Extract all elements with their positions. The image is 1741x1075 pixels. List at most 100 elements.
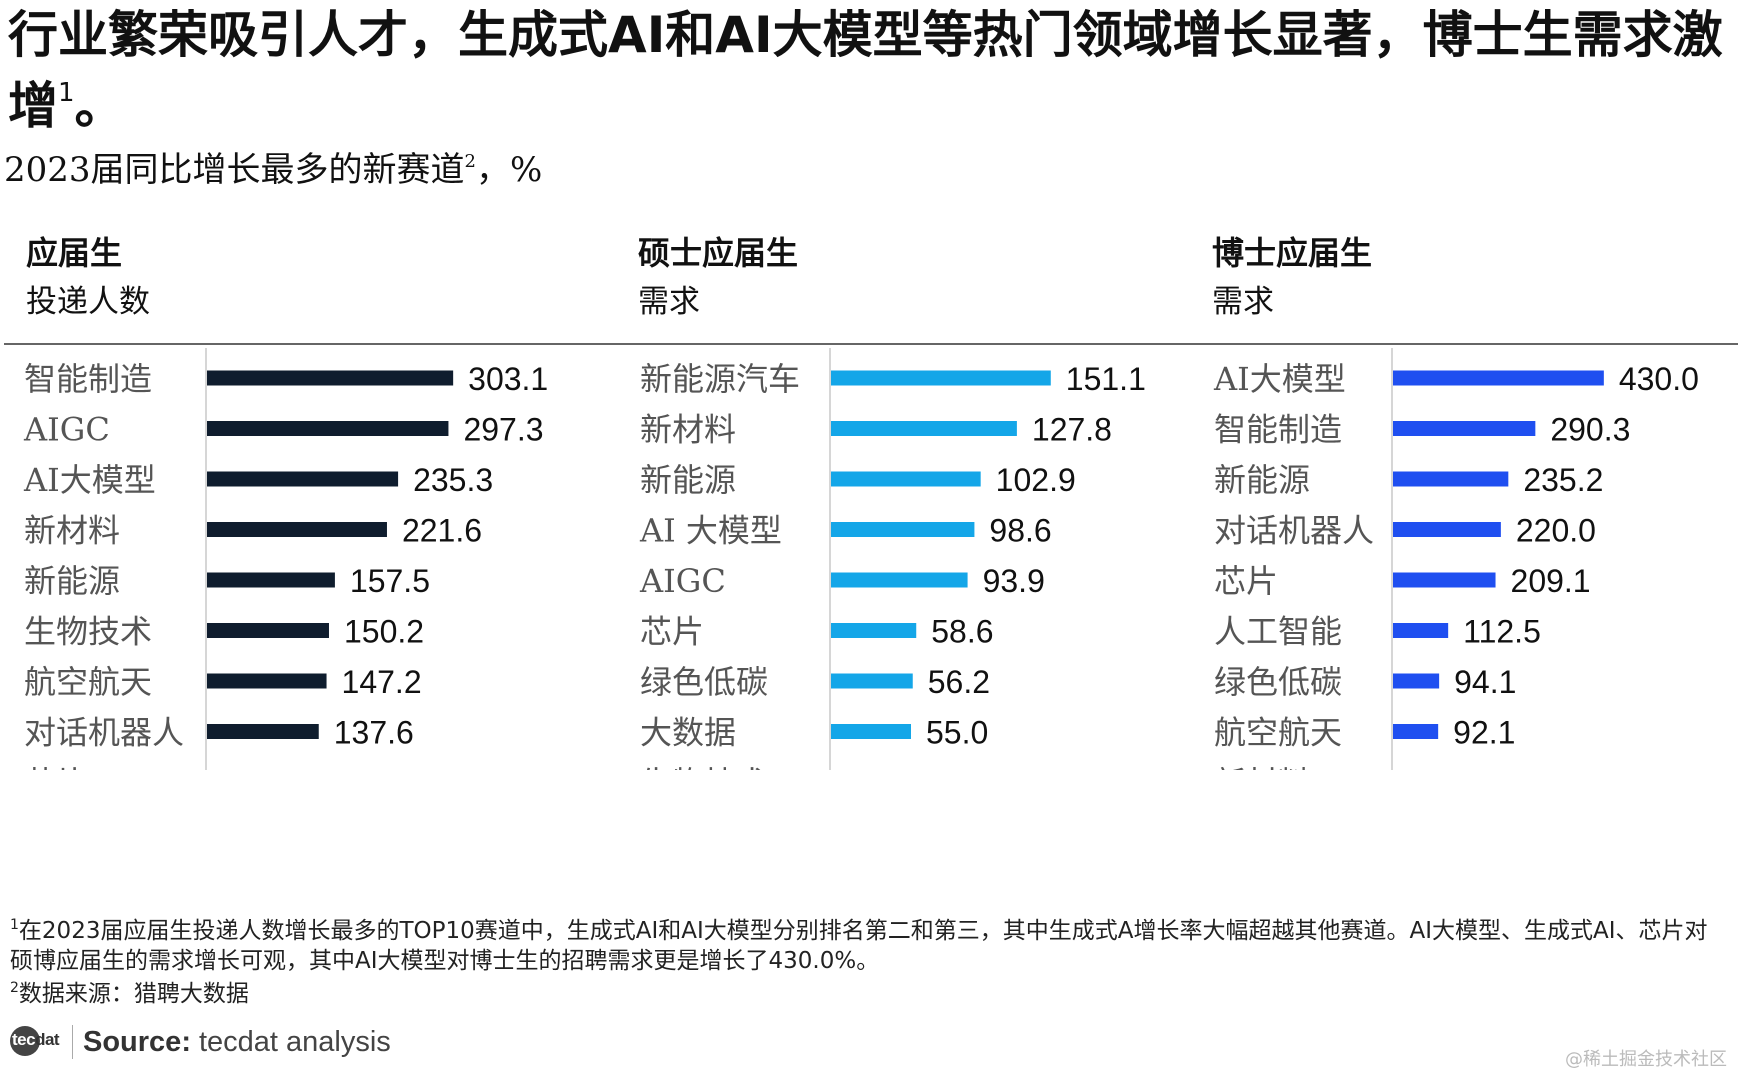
category-label: 生物技术	[640, 764, 768, 770]
subtitle-footnote-mark: 2	[464, 151, 476, 172]
category-label: 航空航天	[24, 663, 152, 701]
bar	[207, 370, 454, 386]
title-end: 。	[74, 77, 125, 135]
category-label: 芯片	[640, 613, 704, 651]
panel-title-1: 应届生	[26, 234, 122, 272]
data-label: 220.0	[1516, 513, 1596, 549]
page-title: 行业繁荣吸引人才，生成式AI和AI大模型等热门领域增长显著，博士生需求激增1。	[8, 6, 1733, 135]
data-label: 137.1	[333, 765, 413, 770]
category-label: 新材料	[1214, 764, 1310, 770]
logo-text-a: tec	[12, 1030, 36, 1049]
category-label: 芯片	[24, 764, 88, 770]
panel-title-3: 博士应届生	[1212, 234, 1372, 272]
data-label: 55.0	[926, 715, 988, 751]
bar	[207, 572, 335, 588]
footnote-1: 1在2023届应届生投递人数增长最多的TOP10赛道中，生成式AI和AI大模型分…	[10, 910, 1730, 976]
chart-subtitle: 2023届同比增长最多的新赛道2，%	[4, 142, 542, 191]
title-text: 行业繁荣吸引人才，生成式AI和AI大模型等热门领域增长显著，博士生需求激增	[8, 6, 1723, 135]
source-separator	[72, 1025, 73, 1059]
data-label: 92.1	[1453, 715, 1515, 751]
data-label: 297.3	[463, 412, 543, 448]
category-label: AI 大模型	[639, 512, 782, 550]
data-label: 430.0	[1619, 361, 1699, 397]
bar	[207, 522, 387, 537]
source-label: Source:	[83, 1025, 191, 1058]
logo-circle	[10, 1026, 40, 1056]
bar	[1393, 623, 1449, 638]
category-label: 新材料	[24, 512, 120, 550]
bar	[1393, 522, 1501, 537]
category-label: 智能制造	[1214, 411, 1342, 449]
data-label: 157.5	[350, 563, 430, 599]
category-label: 对话机器人	[24, 714, 184, 752]
data-label: 77.3	[1446, 765, 1508, 770]
bar	[831, 370, 1051, 386]
data-label: 58.6	[931, 614, 993, 650]
subtitle-text: 2023届同比增长最多的新赛道	[4, 150, 465, 190]
bar	[1393, 370, 1604, 386]
category-label: 航空航天	[1214, 714, 1342, 752]
bar	[831, 572, 968, 588]
bar	[1393, 471, 1509, 487]
category-label: AIGC	[23, 411, 110, 449]
category-label: 新能源	[1214, 461, 1310, 499]
data-label: 290.3	[1550, 412, 1630, 448]
category-label: AI大模型	[1213, 360, 1346, 398]
category-label: AIGC	[639, 562, 726, 600]
bar	[207, 724, 319, 739]
data-label: 56.2	[928, 664, 990, 700]
data-label: 98.6	[989, 513, 1051, 549]
category-label: 智能制造	[24, 360, 152, 398]
panel-title-2: 硕士应届生	[638, 234, 798, 272]
logo-text: tecdat	[12, 1030, 60, 1050]
source-value: tecdat analysis	[198, 1025, 391, 1058]
source-row: tecdat Source: tecdat analysis	[8, 1022, 391, 1062]
data-label: 235.3	[413, 462, 493, 498]
data-label: 127.8	[1032, 412, 1112, 448]
data-label: 137.6	[334, 715, 414, 751]
panel-subtitle-2: 需求	[638, 284, 700, 320]
category-label: 新能源	[24, 562, 120, 600]
bar	[831, 522, 975, 537]
data-label: 26.1	[884, 765, 946, 770]
category-label: 芯片	[1214, 562, 1278, 600]
bar	[207, 623, 329, 638]
data-label: 150.2	[344, 614, 424, 650]
data-label: 93.9	[983, 563, 1045, 599]
footnote-2: 2数据来源：猎聘大数据	[10, 973, 1730, 1009]
bar	[207, 421, 449, 436]
category-label: 新能源	[640, 461, 736, 499]
bar	[1393, 673, 1440, 689]
tecdat-logo: tecdat	[8, 1022, 66, 1062]
data-label: 221.6	[402, 513, 482, 549]
category-label: 新材料	[640, 411, 736, 449]
category-label: 大数据	[640, 714, 736, 752]
category-label: AI大模型	[23, 461, 156, 499]
data-label: 94.1	[1454, 664, 1516, 700]
panel-subtitle-3: 需求	[1212, 284, 1274, 320]
bar	[831, 724, 911, 739]
bar	[207, 471, 399, 487]
category-label: 绿色低碳	[1214, 663, 1342, 701]
bar	[831, 471, 981, 487]
logo-text-b: dat	[35, 1030, 60, 1049]
footnote-2-mark: 2	[10, 980, 19, 996]
category-label: 新能源汽车	[640, 360, 800, 398]
bar	[207, 673, 327, 689]
bar	[831, 623, 917, 638]
data-label: 151.1	[1066, 361, 1146, 397]
category-label: 人工智能	[1214, 613, 1342, 651]
title-footnote-mark: 1	[58, 78, 75, 108]
data-label: 147.2	[342, 664, 422, 700]
bar	[1393, 572, 1496, 588]
bar	[1393, 421, 1536, 436]
category-label: 生物技术	[24, 613, 152, 651]
data-label: 235.2	[1523, 462, 1603, 498]
watermark: @稀土掘金技术社区	[1565, 1049, 1727, 1070]
data-label: 102.9	[996, 462, 1076, 498]
category-label: 对话机器人	[1214, 512, 1374, 550]
footnote-1-text: 在2023届应届生投递人数增长最多的TOP10赛道中，生成式AI和AI大模型分别…	[10, 918, 1708, 974]
subtitle-unit: ，%	[475, 150, 543, 190]
data-label: 112.5	[1463, 614, 1541, 650]
